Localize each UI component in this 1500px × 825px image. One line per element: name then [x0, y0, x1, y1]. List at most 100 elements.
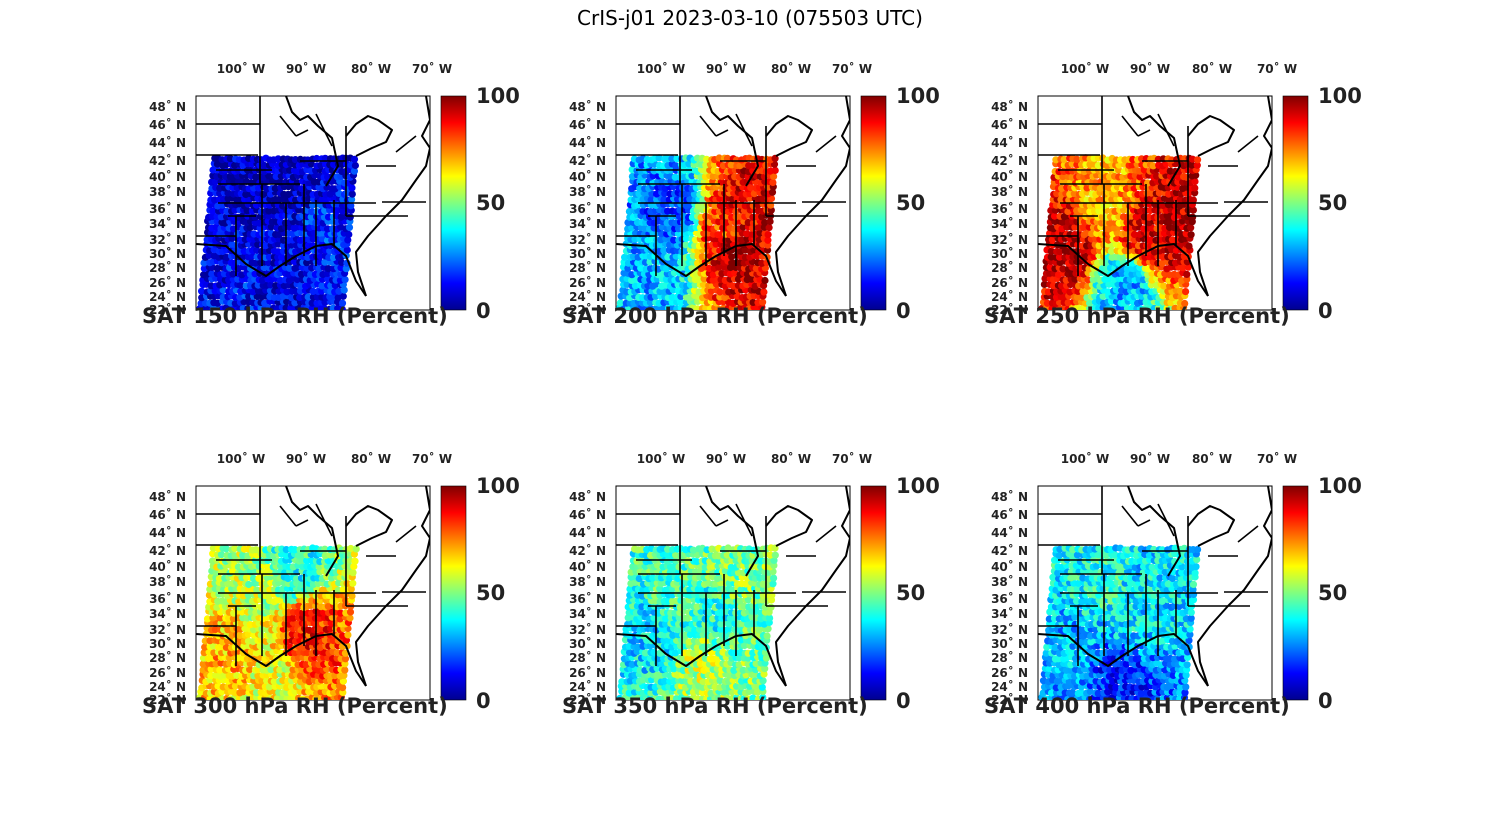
- lat-tick-label: 30˚ N: [569, 637, 606, 651]
- rh-observation-point: [759, 693, 767, 700]
- colorbar-tick-label: 50: [896, 581, 926, 605]
- map-geography: [196, 96, 430, 297]
- lat-tick-label: 46˚ N: [991, 118, 1028, 132]
- rh-observation-point: [339, 684, 347, 692]
- rh-observation-point: [321, 154, 329, 162]
- rh-observation-point: [308, 208, 316, 216]
- rh-observation-point: [327, 624, 335, 633]
- rh-observation-point: [749, 694, 757, 700]
- state-border-line: [295, 519, 309, 527]
- rh-observation-point: [236, 631, 244, 639]
- panel-title: SAT 250 hPa RH (Percent): [984, 304, 1290, 328]
- lon-tick-label: 90˚ W: [285, 452, 327, 466]
- lat-tick-label: 24˚ N: [149, 680, 186, 694]
- rh-observation-point: [1080, 223, 1088, 231]
- lat-tick-label: 26˚ N: [569, 276, 606, 290]
- rh-observation-point: [326, 190, 334, 198]
- rh-observation-point: [264, 563, 272, 571]
- lat-tick-label: 32˚ N: [991, 233, 1028, 247]
- rh-observation-point: [1050, 212, 1059, 220]
- rh-observation-point: [351, 557, 359, 565]
- lat-tick-label: 28˚ N: [991, 261, 1028, 275]
- lon-tick-label: 90˚ W: [1129, 452, 1171, 466]
- map-panel: 100˚ W 90˚ W 80˚ W 70˚ W 48˚ N 46˚ N 44˚…: [560, 62, 940, 342]
- rh-observation-point: [216, 666, 224, 674]
- rh-observation-point: [621, 253, 629, 261]
- rh-observation-point: [321, 636, 329, 644]
- lon-tick-label: 80˚ W: [350, 62, 392, 76]
- coastline: [196, 633, 367, 687]
- rh-observation-point: [660, 677, 668, 685]
- rh-observation-point: [761, 665, 769, 673]
- rh-observation-point: [1104, 288, 1112, 296]
- lon-tick-label: 100˚ W: [216, 452, 266, 466]
- colorbar: [860, 95, 887, 311]
- rh-observation-point: [763, 632, 771, 640]
- lat-tick-label: 24˚ N: [149, 290, 186, 304]
- rh-observation-point: [264, 608, 272, 616]
- map-panel: 100˚ W 90˚ W 80˚ W 70˚ W 48˚ N 46˚ N 44˚…: [140, 62, 520, 342]
- rh-observation-point: [345, 230, 353, 239]
- rh-observation-point: [350, 155, 359, 163]
- state-border-line: [1237, 135, 1259, 153]
- rh-observation-point: [631, 282, 639, 290]
- rh-observation-point: [1189, 213, 1197, 221]
- rh-observation-point: [316, 643, 324, 652]
- lat-tick-label: 32˚ N: [991, 623, 1028, 637]
- lat-tick-label: 24˚ N: [991, 290, 1028, 304]
- rh-observation-point: [690, 190, 698, 198]
- coastline: [616, 243, 787, 297]
- lat-tick-label: 40˚ N: [991, 170, 1028, 184]
- rh-observation-point: [318, 282, 326, 290]
- rh-observation-point: [737, 585, 745, 594]
- rh-observation-point: [1083, 184, 1091, 192]
- rh-observation-point: [668, 155, 676, 163]
- rh-observation-point: [753, 688, 761, 696]
- lat-tick-label: 42˚ N: [149, 544, 186, 558]
- rh-observation-point: [260, 161, 268, 170]
- rh-observation-point: [1058, 218, 1067, 226]
- lat-tick-label: 30˚ N: [991, 637, 1028, 651]
- rh-observation-point: [1106, 219, 1114, 227]
- rh-observation-point: [253, 586, 261, 594]
- rh-observation-point: [346, 614, 354, 622]
- rh-observation-point: [347, 544, 355, 553]
- rh-observation-point: [728, 259, 736, 267]
- rh-observation-point: [217, 213, 225, 221]
- rh-observation-point: [755, 626, 763, 634]
- lat-tick-label: 32˚ N: [569, 233, 606, 247]
- rh-observation-point: [1099, 292, 1107, 300]
- state-border-line: [279, 115, 297, 137]
- rh-observation-point: [207, 665, 215, 673]
- rh-observation-point: [330, 195, 338, 203]
- colorbar: [440, 485, 467, 701]
- rh-observation-point: [1071, 275, 1079, 283]
- lat-tick-label: 24˚ N: [569, 290, 606, 304]
- rh-observation-point: [344, 236, 352, 244]
- rh-observation-point: [285, 264, 294, 272]
- rh-observation-point: [201, 643, 209, 651]
- rh-observation-point: [338, 299, 347, 307]
- panel-title: SAT 200 hPa RH (Percent): [562, 304, 868, 328]
- rh-observation-point: [293, 275, 301, 284]
- lat-tick-label: 38˚ N: [569, 185, 606, 199]
- rh-observation-point: [351, 161, 359, 170]
- colorbar-tick-label: 0: [476, 689, 491, 713]
- rh-observation-point: [672, 551, 680, 559]
- coastline: [765, 115, 813, 157]
- rh-observation-point: [206, 585, 214, 593]
- rh-observation-point: [1189, 206, 1197, 214]
- colorbar-tick-label: 100: [476, 84, 520, 108]
- coastline: [775, 96, 850, 297]
- rh-observation-point: [1191, 184, 1199, 192]
- lat-tick-label: 42˚ N: [991, 154, 1028, 168]
- lat-tick-label: 36˚ N: [569, 202, 606, 216]
- rh-observation-point: [341, 276, 349, 284]
- map-plot: [1037, 95, 1309, 311]
- lat-tick-label: 40˚ N: [569, 560, 606, 574]
- lon-tick-label: 70˚ W: [411, 62, 453, 76]
- rh-observation-point: [229, 270, 237, 278]
- rh-observation-point: [271, 184, 279, 192]
- rh-observation-point: [764, 231, 772, 239]
- map-panel: 100˚ W 90˚ W 80˚ W 70˚ W 48˚ N 46˚ N 44˚…: [560, 452, 940, 732]
